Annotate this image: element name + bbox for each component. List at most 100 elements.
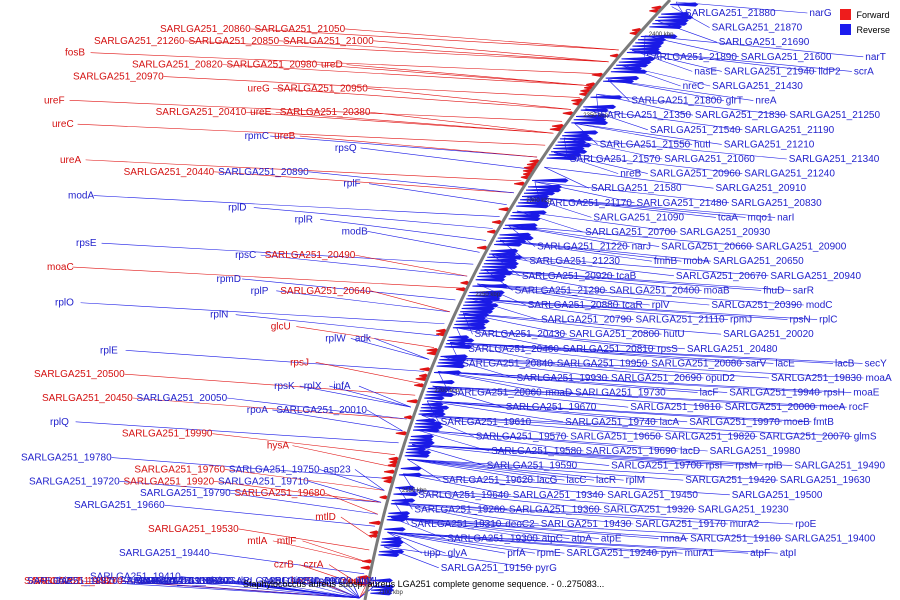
leader-line xyxy=(492,254,674,277)
gene-label-right: SARLGA251_21210 xyxy=(724,139,815,150)
leader-line xyxy=(500,239,682,262)
reverse-feature xyxy=(467,293,503,298)
leader-line xyxy=(387,531,446,554)
leader-line xyxy=(676,1,808,14)
gene-label-right: hutU xyxy=(663,329,684,340)
leader-line xyxy=(407,458,684,481)
forward-feature xyxy=(362,559,373,564)
gene-label-right: SARLGA251_20940 xyxy=(770,271,861,282)
scale-label: 2300 kbp xyxy=(526,198,551,204)
leader-line xyxy=(564,137,787,160)
gene-label-right: scrA xyxy=(854,66,874,77)
gene-label-left: hysA xyxy=(267,441,290,452)
reverse-feature xyxy=(457,316,487,321)
gene-label-right: SARLGA251_19820 xyxy=(665,431,756,442)
forward-feature xyxy=(455,287,467,292)
gene-label-left: SARLGA251_19440 xyxy=(119,548,210,559)
forward-feature xyxy=(419,367,432,372)
gene-label-right: atpI xyxy=(780,548,797,559)
gene-label-right: nreC xyxy=(683,81,705,92)
reverse-feature xyxy=(390,501,411,506)
gene-label-left: atpH xyxy=(356,576,377,587)
reverse-feature xyxy=(477,274,507,279)
leader-line xyxy=(296,326,435,348)
gene-label-right: SARLGA251_19620 xyxy=(442,475,533,486)
reverse-feature xyxy=(494,242,523,247)
gene-label-left: rplX xyxy=(304,381,322,392)
reverse-feature xyxy=(464,300,494,305)
gene-label-right: moaE xyxy=(853,388,879,399)
reverse-feature xyxy=(455,319,490,324)
reverse-feature xyxy=(626,50,662,55)
gene-label-right: rpmJ xyxy=(730,315,752,326)
leader-line xyxy=(403,473,606,496)
leader-line xyxy=(299,564,362,586)
gene-label-left: mtlA xyxy=(247,536,267,547)
reverse-feature xyxy=(637,37,667,42)
gene-label-right: SARLGA251_19650 xyxy=(570,431,661,442)
gene-label-right: lacB xyxy=(835,358,855,369)
leader-line xyxy=(484,269,791,291)
reverse-feature xyxy=(655,18,689,23)
gene-label-left: SARLGA251_21260 xyxy=(94,36,185,47)
gene-label-left: rplR xyxy=(295,214,313,225)
reverse-feature xyxy=(424,396,445,401)
gene-label-right: SARLGA251_19450 xyxy=(607,490,698,501)
leader-line xyxy=(534,181,730,204)
gene-label-right: SARLGA251_21230 xyxy=(529,256,620,267)
reverse-feature xyxy=(372,578,393,583)
gene-label-left: coaW xyxy=(343,576,369,587)
leader-line xyxy=(85,159,522,182)
gene-label-right: mnaA xyxy=(661,534,687,545)
leader-line xyxy=(391,517,689,539)
gene-label-left: rpmC xyxy=(245,131,269,142)
leader-line xyxy=(350,338,430,360)
gene-label-right: SARLGA251_21350 xyxy=(600,110,691,121)
forward-feature xyxy=(426,348,440,353)
gene-label-right: SARLGA251_19300 xyxy=(447,534,538,545)
leader-line xyxy=(360,147,530,170)
leader-line xyxy=(421,415,569,437)
gene-label-right: sarV xyxy=(746,358,767,369)
gene-label-right: SARLGA251_19570 xyxy=(476,431,567,442)
gene-label-left: rplO xyxy=(55,298,74,309)
gene-label-left: SARLGA251_20410 xyxy=(156,107,247,118)
gene-label-right: SARLGA251_20000 xyxy=(725,402,816,413)
leader-line xyxy=(407,458,778,481)
gene-label-right: SARLGA251_20400 xyxy=(609,285,700,296)
gene-label-right: murA1 xyxy=(685,548,715,559)
gene-label-right: SARLGA251_19690 xyxy=(586,446,677,457)
leader-line xyxy=(403,473,730,496)
gene-label-right: SARLGA251_20430 xyxy=(474,329,565,340)
reverse-feature xyxy=(444,344,473,349)
reverse-feature xyxy=(458,312,490,317)
forward-feature xyxy=(395,431,408,436)
gene-label-left: ureB xyxy=(274,131,295,142)
reverse-feature xyxy=(605,76,640,81)
reverse-feature xyxy=(406,447,427,452)
gene-label-left: SARLGA251_19330 xyxy=(120,576,211,587)
leader-line xyxy=(477,283,710,306)
leader-line xyxy=(394,502,728,525)
gene-label-right: lacE xyxy=(775,358,795,369)
leader-line xyxy=(394,502,504,525)
gene-label-right: SARLGA251_21290 xyxy=(515,285,606,296)
feature-arrows xyxy=(357,2,699,596)
reverse-feature xyxy=(381,536,402,541)
gene-label-left: rplF xyxy=(343,179,360,190)
gene-label-right: SARLGA251_20790 xyxy=(541,315,632,326)
reverse-feature xyxy=(616,63,649,68)
reverse-feature xyxy=(463,303,499,308)
leader-line xyxy=(421,415,852,437)
gene-label-right: SARLGA251_19740 xyxy=(565,417,656,428)
leader-line xyxy=(250,28,619,51)
leader-line xyxy=(355,254,468,277)
gene-label-left: SARLGA251_19790 xyxy=(140,488,231,499)
reverse-feature xyxy=(632,44,662,49)
leader-line xyxy=(387,531,565,554)
gene-label-right: lacA xyxy=(660,417,680,428)
reverse-feature xyxy=(445,341,467,346)
leader-line xyxy=(132,397,407,420)
gene-label-left: ureD xyxy=(321,60,343,71)
gene-label-right: rocF xyxy=(849,402,869,413)
